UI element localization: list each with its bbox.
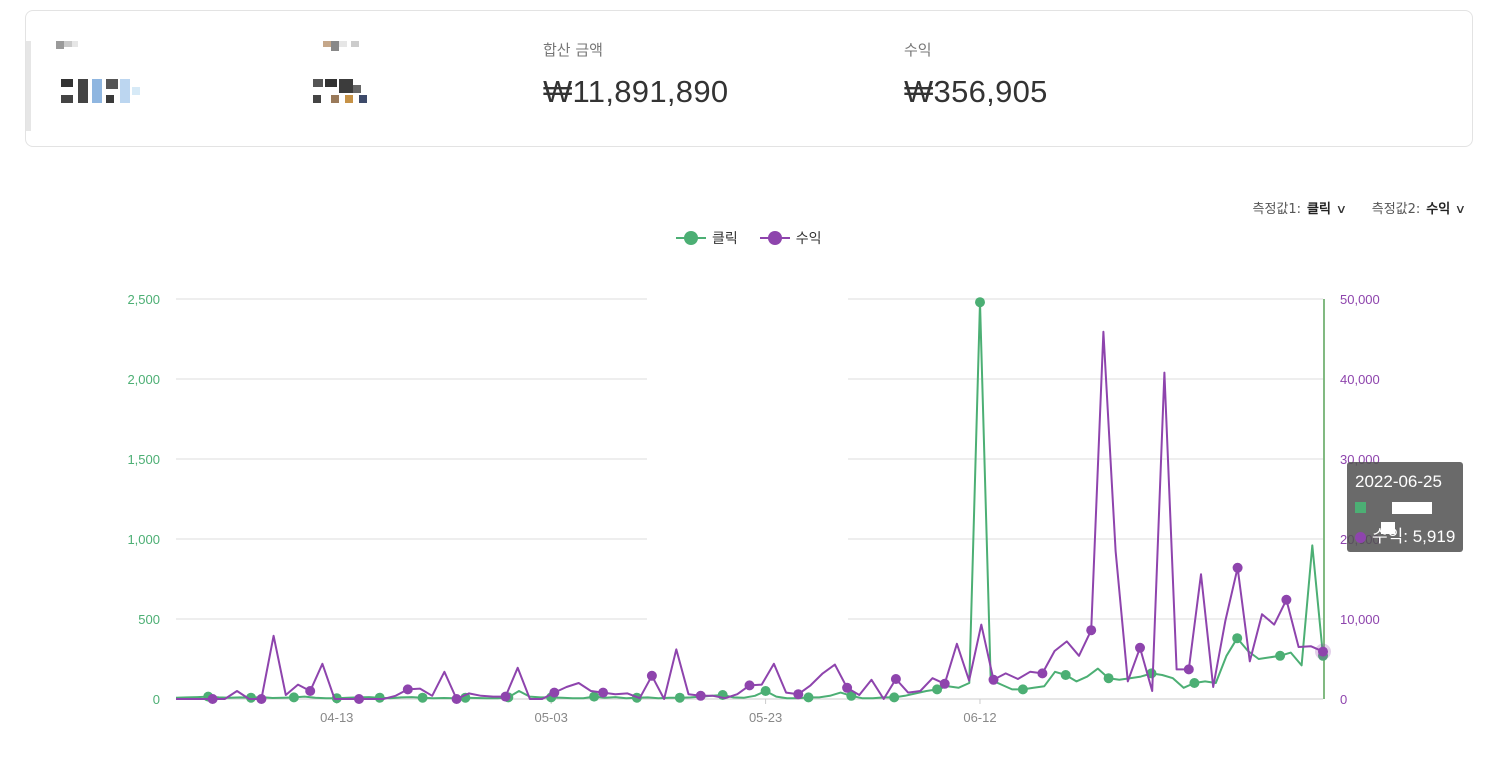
data-point-revenue <box>305 686 316 696</box>
data-point-clicks <box>932 684 943 695</box>
tooltip-revenue-text: 수익: 5,919 <box>1372 527 1456 546</box>
data-point-revenue <box>646 670 657 681</box>
chevron-down-icon: ∨ <box>1335 202 1348 216</box>
data-point-clicks <box>1146 668 1157 679</box>
right-axis-tick-label: 0 <box>1340 692 1347 707</box>
data-point-revenue <box>451 694 462 704</box>
data-point-revenue <box>1232 562 1243 573</box>
legend-item-revenue[interactable]: 수익 <box>759 228 822 248</box>
data-point-revenue <box>793 689 804 700</box>
data-point-clicks <box>846 690 857 701</box>
stat-revenue-value: ₩356,905 <box>904 74 1048 109</box>
left-axis-tick-label: 2,000 <box>127 372 160 387</box>
data-point-clicks <box>889 692 900 703</box>
data-point-revenue <box>549 687 560 698</box>
tooltip-swatch-clicks <box>1355 502 1366 514</box>
tooltip-date: 2022-06-25 <box>1355 472 1442 491</box>
tooltip-swatch-revenue <box>1355 532 1366 544</box>
data-point-revenue <box>500 691 511 702</box>
stat-total-amount-label: 합산 금액 <box>543 41 603 59</box>
data-point-revenue <box>1086 625 1097 636</box>
redacted-stat-1 <box>56 41 146 111</box>
chart-tooltip: 2022-06-25 수익: 5,919 <box>1347 462 1463 552</box>
data-point-revenue <box>598 687 609 698</box>
data-point-revenue <box>695 690 706 701</box>
x-axis-tick-label: 04-13 <box>320 710 353 725</box>
hover-point-halo <box>1315 643 1331 660</box>
legend-label-revenue: 수익 <box>795 231 822 247</box>
measure1-value: 클릭 <box>1307 202 1331 217</box>
data-point-revenue <box>207 694 218 704</box>
left-axis-tick-label: 500 <box>138 612 160 627</box>
measure-controls: 측정값1: 클릭 ∨ 측정값2: 수익 ∨ <box>1252 198 1467 217</box>
legend-item-clicks[interactable]: 클릭 <box>676 228 738 248</box>
measure1-label: 측정값1: <box>1252 202 1302 217</box>
measure1-select[interactable]: 측정값1: 클릭 ∨ <box>1252 198 1348 217</box>
right-axis-tick-label: 50,000 <box>1340 292 1380 307</box>
data-point-revenue <box>988 674 999 685</box>
legend-swatch-revenue <box>759 231 790 245</box>
measure2-label: 측정값2: <box>1371 202 1421 217</box>
data-point-clicks <box>417 692 428 703</box>
x-axis-tick-label: 06-12 <box>963 710 996 725</box>
stat-revenue: 수익 ₩356,905 <box>904 39 1048 110</box>
left-axis-tick-label: 0 <box>153 692 160 707</box>
x-axis-tick-label: 05-03 <box>535 710 568 725</box>
stat-total-amount: 합산 금액 ₩11,891,890 <box>543 39 728 110</box>
data-point-revenue <box>1281 594 1292 605</box>
data-point-revenue <box>1037 668 1048 679</box>
series-line-revenue <box>176 330 1324 700</box>
left-axis-tick-label: 1,000 <box>127 532 160 547</box>
data-point-revenue <box>354 694 364 704</box>
left-axis-tick-label: 1,500 <box>127 452 160 467</box>
data-point-revenue <box>1318 646 1328 657</box>
right-axis-tick-label: 40,000 <box>1340 372 1380 387</box>
data-point-clicks <box>1189 678 1200 688</box>
data-point-clicks <box>1232 633 1243 644</box>
summary-accent-bar <box>26 41 31 131</box>
data-point-revenue <box>842 682 853 693</box>
stat-total-amount-value: ₩11,891,890 <box>543 74 729 109</box>
data-point-clicks <box>975 297 985 308</box>
data-point-clicks <box>288 692 299 703</box>
series-line-clicks <box>175 301 1324 700</box>
data-point-revenue <box>939 678 950 689</box>
data-point-revenue <box>402 684 413 695</box>
chart-legend: 클릭 수익 <box>676 228 822 248</box>
left-axis-tick-label: 2,500 <box>127 292 160 307</box>
x-axis-tick-label: 05-23 <box>749 710 782 725</box>
data-point-clicks <box>1017 684 1028 695</box>
data-point-clicks <box>374 692 385 703</box>
data-point-revenue <box>1183 664 1194 675</box>
chevron-down-icon: ∨ <box>1454 202 1467 216</box>
legend-swatch-clicks <box>676 231 706 245</box>
data-point-clicks <box>1275 650 1286 661</box>
data-point-clicks <box>1060 670 1071 680</box>
measure2-select[interactable]: 측정값2: 수익 ∨ <box>1371 198 1467 217</box>
data-point-revenue <box>256 694 267 704</box>
stat-revenue-label: 수익 <box>904 41 932 59</box>
legend-label-clicks: 클릭 <box>712 231 738 247</box>
data-point-clicks <box>1103 673 1114 684</box>
data-point-clicks <box>803 692 814 703</box>
data-point-clicks <box>589 691 600 702</box>
tooltip-row-revenue: 수익: 5,919 <box>1355 522 1455 547</box>
data-point-revenue <box>890 674 901 684</box>
tooltip-row-clicks <box>1355 497 1463 537</box>
data-point-clicks <box>674 692 685 703</box>
measure2-value: 수익 <box>1426 202 1451 217</box>
data-point-revenue <box>1135 642 1145 653</box>
data-point-revenue <box>744 680 755 691</box>
data-point-clicks <box>760 686 771 696</box>
right-axis-tick-label: 10,000 <box>1340 612 1380 627</box>
summary-card: 합산 금액 ₩11,891,890 수익 ₩356,905 <box>25 10 1473 147</box>
data-point-clicks <box>246 692 256 703</box>
redacted-stat-2 <box>311 41 381 111</box>
